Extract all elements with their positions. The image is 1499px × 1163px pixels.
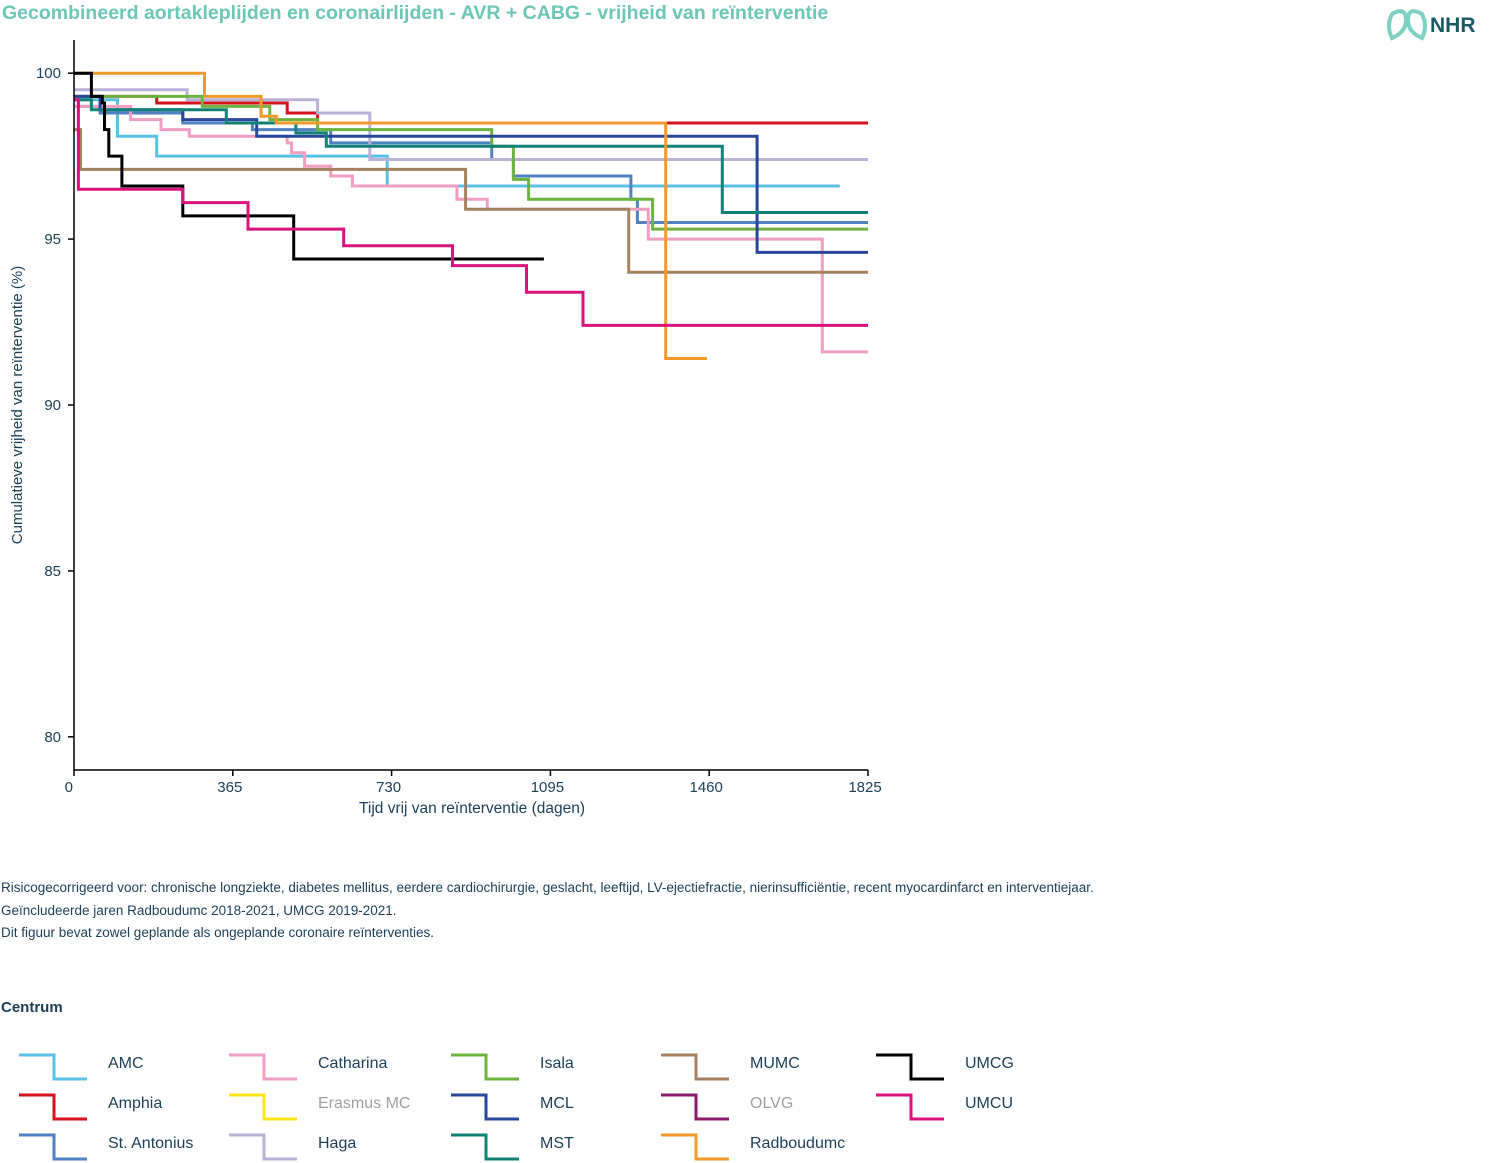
y-tick-label: 80 — [44, 729, 61, 746]
plot-series — [74, 71, 868, 360]
note-line: Dit figuur bevat zowel geplande als onge… — [1, 925, 435, 940]
series-line-mumc — [74, 128, 868, 274]
legend-title: Centrum — [1, 999, 63, 1016]
x-tick-label: 1825 — [848, 779, 881, 796]
legend-label: OLVG — [750, 1095, 794, 1112]
y-tick-label: 95 — [44, 231, 61, 248]
legend-label: UMCU — [965, 1095, 1013, 1112]
series-line-radboudumc — [74, 71, 707, 360]
note-line: Geïncludeerde jaren Radboudumc 2018-2021… — [1, 902, 397, 918]
legend-swatch — [19, 1053, 87, 1081]
series-line-mst — [74, 98, 868, 214]
series-line-mcl — [74, 94, 868, 254]
km-chart: 80 85 90 95 100 0 365 730 1095 1460 1825 Tijd vrij… — [9, 40, 882, 817]
chart-notes: Risicogecorrigeerd voor: chronische long… — [1, 877, 1094, 945]
legend-swatch — [229, 1133, 297, 1161]
y-axis-label: Cumulatieve vrijheid van reïnterventie (… — [9, 266, 26, 544]
legend-swatch — [661, 1053, 729, 1081]
legend-swatch — [451, 1133, 519, 1161]
chart-axes: 80 85 90 95 100 0 365 730 1095 1460 1825 — [36, 40, 882, 796]
legend-label: St. Antonius — [108, 1135, 194, 1152]
x-axis-label: Tijd vrij van reïnterventie (dagen) — [359, 800, 585, 817]
legend-swatch — [876, 1093, 944, 1121]
legend-swatch — [661, 1133, 729, 1161]
y-tick-label: 85 — [44, 563, 61, 580]
legend-label: Haga — [318, 1135, 357, 1152]
y-tick-label: 100 — [36, 65, 61, 82]
legend-swatch — [451, 1053, 519, 1081]
x-tick-label: 1460 — [690, 779, 723, 796]
series-line-isala — [74, 94, 868, 231]
page-title: Gecombineerd aortakleplijden en coronair… — [2, 2, 829, 24]
nhr-logo-icon — [1387, 9, 1427, 41]
legend-label: Erasmus MC — [318, 1095, 411, 1112]
nhr-logo-text: NHR — [1430, 14, 1476, 37]
series-line-umcu — [74, 98, 868, 327]
note-line: Risicogecorrigeerd voor: chronische long… — [1, 880, 1094, 895]
legend-swatch — [229, 1053, 297, 1081]
legend-label: UMCG — [965, 1055, 1014, 1072]
legend-swatch — [229, 1093, 297, 1121]
x-tick-label: 1095 — [531, 779, 564, 796]
series-line-haga — [74, 88, 868, 161]
x-tick-label: 365 — [217, 779, 242, 796]
series-line-umcg — [74, 71, 544, 261]
legend-swatch — [19, 1093, 87, 1121]
x-tick-label: 0 — [65, 779, 73, 796]
legend-label: AMC — [108, 1055, 144, 1072]
legend-label: Amphia — [108, 1095, 163, 1112]
y-tick-label: 90 — [44, 397, 61, 414]
legend-label: MST — [540, 1135, 574, 1152]
legend-label: MUMC — [750, 1055, 800, 1072]
nhr-logo: NHR — [1386, 6, 1490, 46]
legend-label: Catharina — [318, 1055, 388, 1072]
x-tick-label: 730 — [376, 779, 401, 796]
legend-label: Isala — [540, 1055, 574, 1072]
legend-swatch — [451, 1093, 519, 1121]
legend-swatch — [19, 1133, 87, 1161]
legend-swatch — [876, 1053, 944, 1081]
legend-swatch — [661, 1093, 729, 1121]
legend-label: Radboudumc — [750, 1135, 846, 1152]
legend-label: MCL — [540, 1095, 574, 1112]
